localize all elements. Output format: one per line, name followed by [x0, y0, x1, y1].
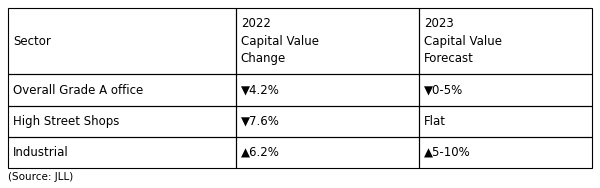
Text: ▲5-10%: ▲5-10%	[424, 146, 470, 159]
Bar	[419, 74, 592, 106]
Text: ▲6.2%: ▲6.2%	[241, 146, 280, 159]
Bar	[8, 137, 236, 168]
Text: (Source: JLL): (Source: JLL)	[8, 172, 73, 182]
Text: ▼4.2%: ▼4.2%	[241, 83, 280, 96]
Text: Overall Grade A office: Overall Grade A office	[13, 83, 143, 96]
Bar	[236, 137, 419, 168]
Bar	[419, 8, 592, 74]
Bar	[236, 74, 419, 106]
Bar	[236, 8, 419, 74]
Text: ▼0-5%: ▼0-5%	[424, 83, 463, 96]
Bar	[419, 137, 592, 168]
Bar	[8, 106, 236, 137]
Bar	[419, 106, 592, 137]
Text: 2022
Capital Value
Change: 2022 Capital Value Change	[241, 17, 319, 65]
Bar	[236, 106, 419, 137]
Text: ▼7.6%: ▼7.6%	[241, 115, 280, 128]
Bar	[8, 8, 236, 74]
Text: High Street Shops: High Street Shops	[13, 115, 119, 128]
Bar	[8, 74, 236, 106]
Text: Flat: Flat	[424, 115, 446, 128]
Text: Industrial: Industrial	[13, 146, 69, 159]
Text: 2023
Capital Value
Forecast: 2023 Capital Value Forecast	[424, 17, 502, 65]
Text: Sector: Sector	[13, 35, 51, 48]
